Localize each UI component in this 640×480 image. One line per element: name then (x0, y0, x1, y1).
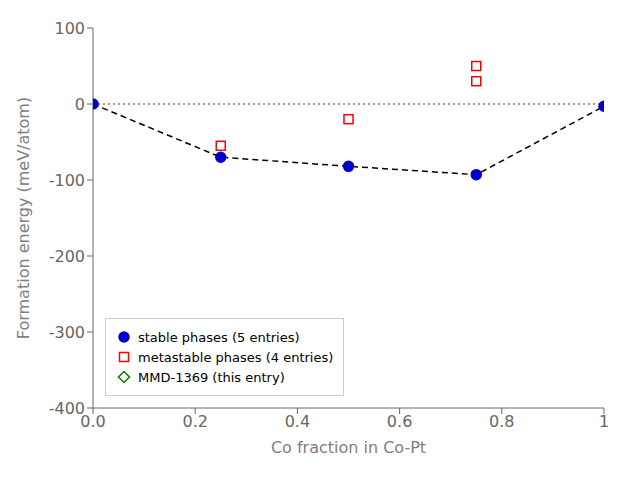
svg-text:100: 100 (54, 19, 85, 38)
html-text:stable phases (5 entries): stable phases (5 entries) (138, 329, 300, 345)
svg-text:0.0: 0.0 (80, 412, 106, 432)
html-text:MMD-1369 (this entry): MMD-1369 (this entry) (138, 369, 285, 385)
svg-text:Formation energy (meV/atom): Formation energy (meV/atom) (14, 97, 33, 339)
svg-text:-300: -300 (49, 323, 85, 342)
html-text:metastable phases (4 entries): metastable phases (4 entries) (138, 349, 334, 365)
svg-text:1: 1 (599, 412, 609, 431)
svg-text:-100: -100 (49, 171, 85, 190)
svg-text:Co fraction in Co-Pt: Co fraction in Co-Pt (271, 438, 426, 457)
svg-text:0.2: 0.2 (182, 412, 207, 431)
svg-text:0: 0 (75, 95, 85, 114)
svg-text:0.6: 0.6 (387, 412, 412, 431)
svg-text:-400: -400 (49, 399, 85, 418)
svg-text:0.4: 0.4 (285, 412, 310, 431)
svg-text:0.8: 0.8 (489, 412, 514, 431)
svg-text:-200: -200 (49, 247, 85, 266)
